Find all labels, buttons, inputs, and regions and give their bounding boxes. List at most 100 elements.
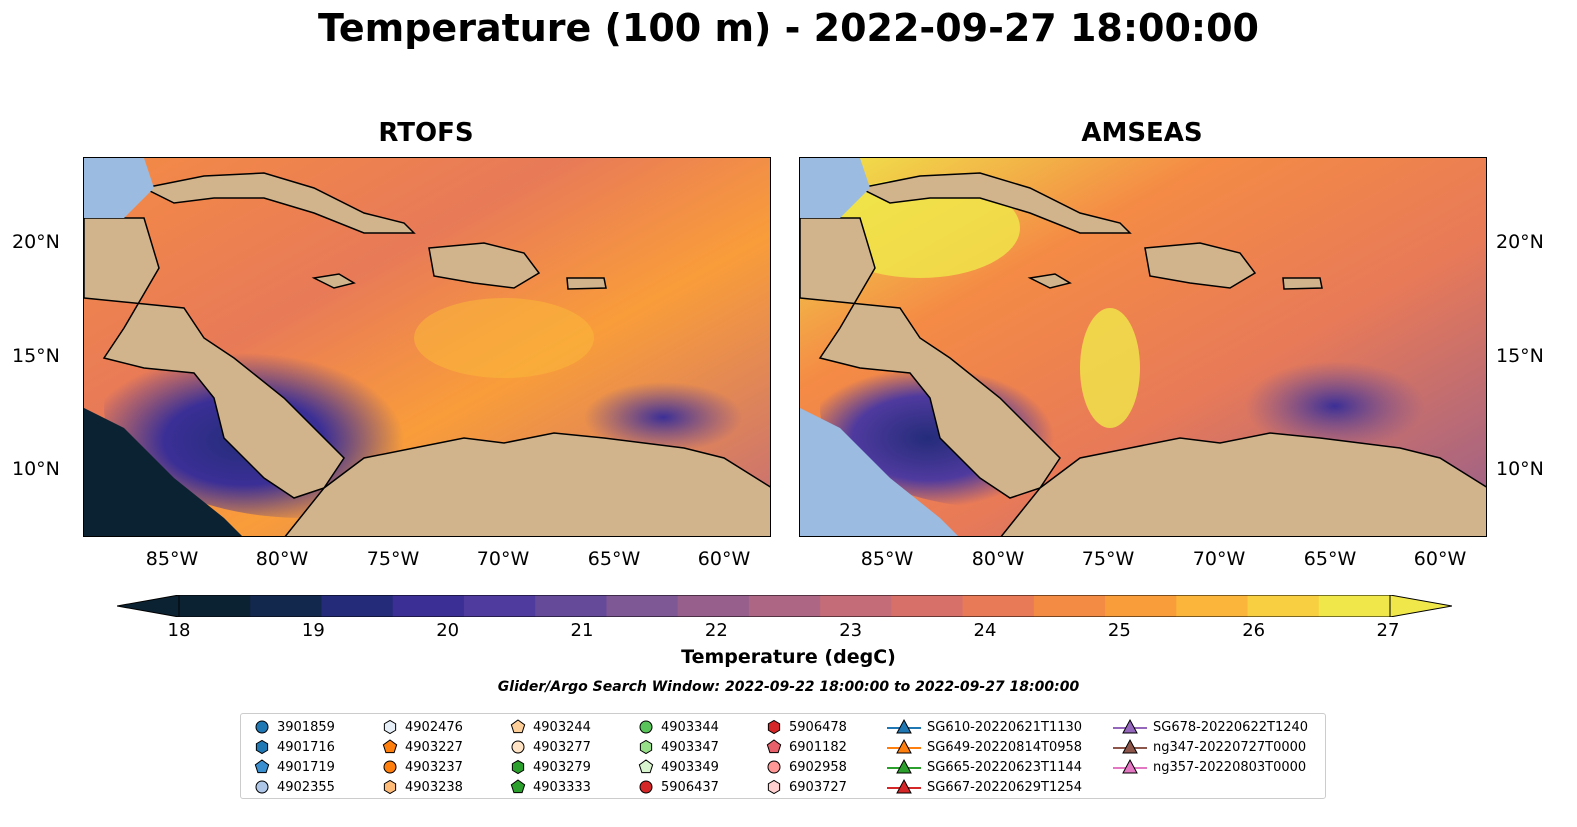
legend-item: 4902476	[381, 717, 463, 737]
legend-item: 4903279	[509, 757, 591, 777]
triangle-marker-icon	[1113, 738, 1147, 754]
colorbar-segment	[962, 595, 1035, 617]
legend-item: 4903238	[381, 777, 463, 797]
lat-label-20n-left: 20°N	[12, 231, 60, 253]
hexagon-marker-icon	[383, 779, 397, 795]
hexagon-marker-icon	[767, 719, 781, 735]
triangle-marker-icon	[887, 758, 921, 774]
legend-item-label: 4903277	[533, 739, 591, 755]
lat-label-15n-left: 15°N	[12, 345, 60, 367]
colorbar-segment	[535, 595, 607, 617]
pentagon-marker-icon	[638, 759, 654, 774]
legend-item: 4903237	[381, 757, 463, 777]
colorbar-segment	[321, 595, 394, 617]
legend-item-label: 4903227	[405, 739, 463, 755]
legend-item: SG649-20220814T0958	[887, 737, 1082, 757]
legend-item-label: 4903279	[533, 759, 591, 775]
pentagon-marker-icon	[510, 779, 526, 794]
circle-marker-icon	[639, 720, 653, 734]
colorbar-tick-label: 26	[1242, 620, 1266, 641]
legend-item-label: 4903347	[661, 739, 719, 755]
legend-item: SG610-20220621T1130	[887, 717, 1082, 737]
lon-label-70w-right: 70°W	[1192, 548, 1246, 570]
legend-item: SG667-20220629T1254	[887, 777, 1082, 797]
colorbar-segment	[1105, 595, 1177, 617]
legend-item-label: 4901719	[277, 759, 335, 775]
lon-label-75w-right: 75°W	[1081, 548, 1135, 570]
legend-item-label: ng357-20220803T0000	[1153, 759, 1307, 775]
colorbar-frame	[178, 595, 1391, 617]
hexagon-marker-icon	[767, 779, 781, 795]
triangle-marker-icon	[1113, 718, 1147, 734]
colorbar-tick-label: 18	[167, 620, 191, 641]
colorbar-tick-label: 23	[839, 620, 863, 641]
colorbar-tick-label: 24	[973, 620, 997, 641]
colorbar-extend-min	[117, 595, 180, 617]
circle-marker-icon	[511, 740, 525, 754]
colorbar-segment	[463, 595, 536, 617]
lon-label-85w-left: 85°W	[145, 548, 199, 570]
lon-label-60w-left: 60°W	[697, 548, 751, 570]
legend-item: 4901716	[253, 737, 335, 757]
triangle-marker-icon	[887, 718, 921, 734]
colorbar-tick-label: 19	[301, 620, 325, 641]
lat-label-10n-left: 10°N	[12, 458, 60, 480]
figure-title: Temperature (100 m) - 2022-09-27 18:00:0…	[317, 6, 1259, 50]
legend-item: 4903244	[509, 717, 591, 737]
hexagon-marker-icon	[255, 739, 269, 755]
legend-item: 4903347	[637, 737, 719, 757]
legend-item-label: 6901182	[789, 739, 847, 755]
colorbar-segment	[677, 595, 750, 617]
legend-item: 4901719	[253, 757, 335, 777]
lon-label-75w-left: 75°W	[366, 548, 420, 570]
pentagon-marker-icon	[254, 759, 270, 774]
legend-item-label: 3901859	[277, 719, 335, 735]
legend-item-label: 4902355	[277, 779, 335, 795]
lon-label-80w-right: 80°W	[971, 548, 1025, 570]
legend-item-label: 4902476	[405, 719, 463, 735]
legend-item-label: 4901716	[277, 739, 335, 755]
triangle-marker-icon	[887, 738, 921, 754]
colorbar-label: Temperature (degC)	[681, 646, 896, 668]
colorbar-tick-label: 22	[704, 620, 728, 641]
legend-item-label: SG667-20220629T1254	[927, 779, 1083, 795]
colorbar-tick-label: 27	[1376, 620, 1400, 641]
colorbar-segment	[891, 595, 964, 617]
legend-item: 4903344	[637, 717, 719, 737]
legend-item: SG665-20220623T1144	[887, 757, 1082, 777]
colorbar-segment	[1247, 595, 1320, 617]
legend-item: 3901859	[253, 717, 335, 737]
legend-item: 6903727	[765, 777, 847, 797]
legend: 3901859 4901716 4901719 4902355 4902476 49032…	[240, 713, 1326, 799]
legend-item-label: 5906437	[661, 779, 719, 795]
legend-item-label: 6902958	[789, 759, 847, 775]
legend-item-label: 4903344	[661, 719, 719, 735]
legend-item-label: 4903244	[533, 719, 591, 735]
legend-item: 5906437	[637, 777, 719, 797]
colorbar-segment	[606, 595, 679, 617]
pentagon-marker-icon	[382, 739, 398, 754]
colorbar-segment	[250, 595, 322, 617]
lon-label-80w-left: 80°W	[255, 548, 309, 570]
pentagon-marker-icon	[766, 739, 782, 754]
legend-item: 4903277	[509, 737, 591, 757]
search-window-text: Glider/Argo Search Window: 2022-09-22 18…	[497, 679, 1080, 695]
legend-item: 4903349	[637, 757, 719, 777]
hexagon-marker-icon	[511, 759, 525, 775]
circle-marker-icon	[639, 780, 653, 794]
panel-title-amseas: AMSEAS	[1081, 118, 1203, 148]
map-rtofs-canvas	[84, 158, 770, 536]
lon-label-85w-right: 85°W	[860, 548, 914, 570]
legend-item: 6901182	[765, 737, 847, 757]
lat-label-10n-right: 10°N	[1496, 458, 1544, 480]
legend-item: 4903227	[381, 737, 463, 757]
colorbar-extend-max	[1389, 595, 1452, 617]
legend-item-label: SG678-20220622T1240	[1153, 719, 1309, 735]
hexagon-marker-icon	[639, 739, 653, 755]
panel-title-rtofs: RTOFS	[378, 118, 474, 148]
legend-item-label: ng347-20220727T0000	[1153, 739, 1307, 755]
legend-item: 4902355	[253, 777, 335, 797]
circle-marker-icon	[383, 760, 397, 774]
lon-label-60w-right: 60°W	[1413, 548, 1467, 570]
legend-item: ng347-20220727T0000	[1113, 737, 1306, 757]
